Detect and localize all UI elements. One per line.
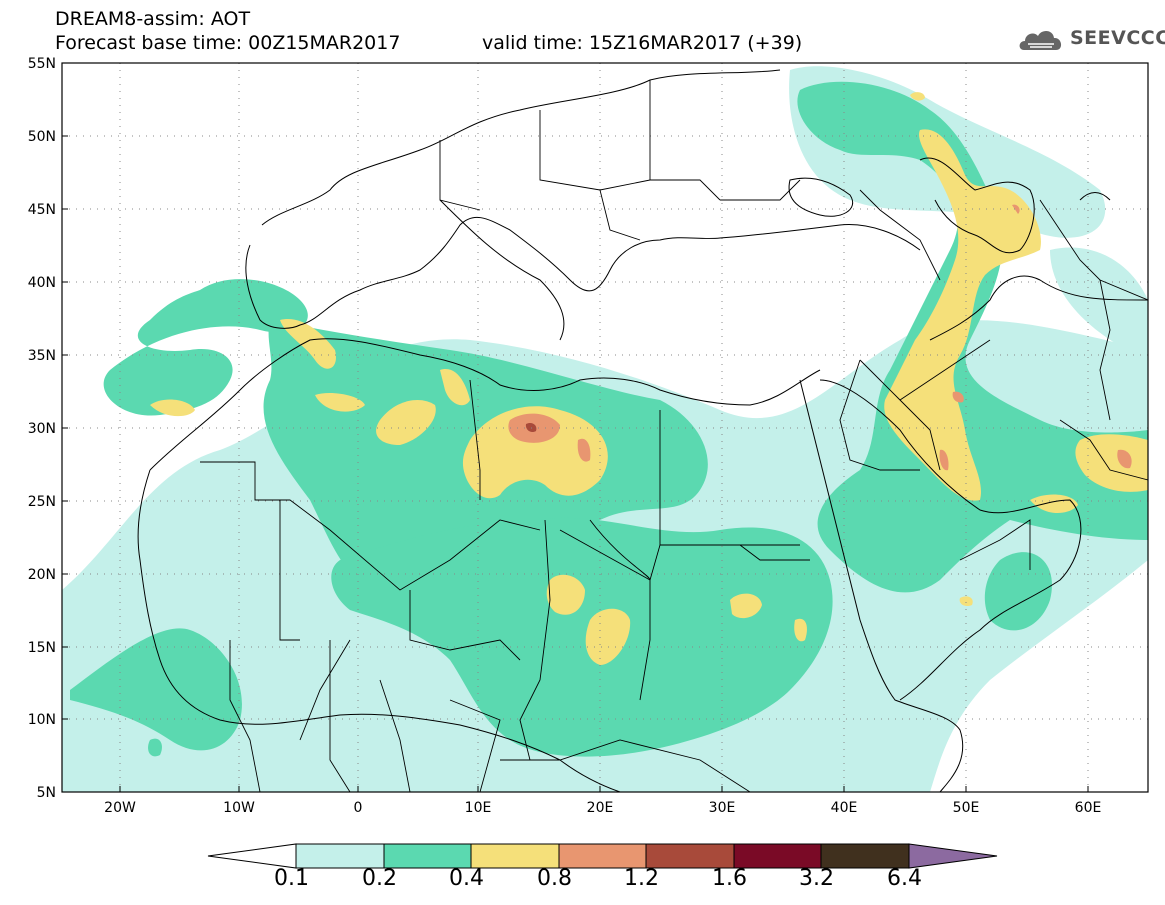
- lon-label: 10E: [465, 800, 492, 816]
- colorbar-label: 1.2: [624, 866, 659, 891]
- lon-label: 30E: [709, 800, 736, 816]
- colorbar-label: 0.1: [274, 866, 309, 891]
- colorbar-swatch: [295, 843, 385, 869]
- seevccc-logo: [1016, 24, 1156, 56]
- lat-label: 50N: [28, 129, 56, 145]
- colorbar-label: 6.4: [887, 866, 922, 891]
- lat-label: 55N: [28, 56, 56, 72]
- forecast-base-time: Forecast base time: 00Z15MAR2017: [55, 32, 401, 54]
- colorbar-swatch: [470, 843, 560, 869]
- country-borders: [200, 80, 1148, 792]
- colorbar-label: 3.2: [799, 866, 834, 891]
- lon-label: 10W: [223, 800, 255, 816]
- axis-ticks: [62, 135, 1089, 792]
- colorbar-swatch: [645, 843, 735, 869]
- map-title: DREAM8-assim: AOT: [55, 8, 251, 30]
- lat-label: 20N: [28, 567, 56, 583]
- lon-label: 0: [354, 800, 363, 816]
- logo-text: SEEVCCC: [1070, 27, 1165, 49]
- valid-time: valid time: 15Z16MAR2017 (+39): [482, 32, 803, 54]
- lat-label: 40N: [28, 275, 56, 291]
- lon-label: 60E: [1075, 800, 1102, 816]
- latitude-labels: 55N 50N 45N 40N 35N 30N 25N 20N 15N 10N …: [28, 56, 56, 801]
- cloud-logo-icon: [1019, 30, 1062, 50]
- aot-field: [62, 63, 1148, 792]
- lon-label: 20W: [104, 800, 136, 816]
- lon-label: 20E: [587, 800, 614, 816]
- colorbar: [207, 843, 998, 869]
- lat-label: 30N: [28, 421, 56, 437]
- colorbar-label: 0.8: [537, 866, 572, 891]
- coastlines: [137, 69, 1148, 792]
- colorbar-label: 1.6: [712, 866, 747, 891]
- colorbar-swatch: [558, 843, 647, 869]
- lat-label: 45N: [28, 202, 56, 218]
- lat-label: 5N: [37, 785, 56, 801]
- lat-label: 35N: [28, 348, 56, 364]
- graticule: [62, 63, 1148, 792]
- colorbar-swatch: [733, 843, 822, 869]
- longitude-labels: 20W 10W 0 10E 20E 30E 40E 50E 60E: [104, 800, 1101, 816]
- colorbar-label: 0.2: [362, 866, 397, 891]
- lat-label: 25N: [28, 494, 56, 510]
- colorbar-swatch: [820, 843, 910, 869]
- lat-label: 10N: [28, 712, 56, 728]
- colorbar-low-arrow: [207, 843, 297, 869]
- lat-label: 15N: [28, 640, 56, 656]
- aot-level-0.4: [150, 92, 1148, 665]
- colorbar-label: 0.4: [449, 866, 484, 891]
- lon-label: 50E: [953, 800, 980, 816]
- colorbar-high-arrow: [908, 843, 998, 869]
- lon-label: 40E: [831, 800, 858, 816]
- colorbar-swatch: [383, 843, 472, 869]
